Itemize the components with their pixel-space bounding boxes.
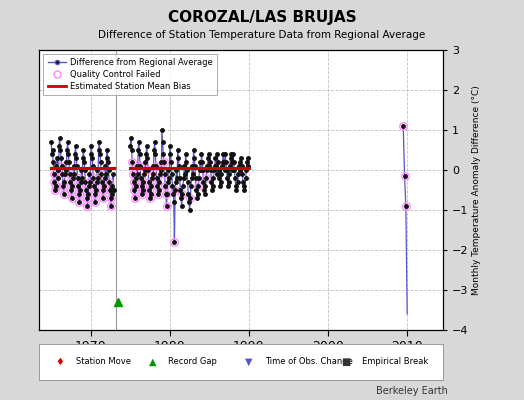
Text: ■: ■ <box>341 357 351 367</box>
Legend: Difference from Regional Average, Quality Control Failed, Estimated Station Mean: Difference from Regional Average, Qualit… <box>43 54 217 95</box>
Y-axis label: Monthly Temperature Anomaly Difference (°C): Monthly Temperature Anomaly Difference (… <box>473 85 482 295</box>
Text: COROZAL/LAS BRUJAS: COROZAL/LAS BRUJAS <box>168 10 356 25</box>
Text: Time of Obs. Change: Time of Obs. Change <box>265 358 353 366</box>
Text: Record Gap: Record Gap <box>168 358 217 366</box>
Text: Empirical Break: Empirical Break <box>362 358 428 366</box>
Text: ♦: ♦ <box>55 357 64 367</box>
Text: Berkeley Earth: Berkeley Earth <box>376 386 448 396</box>
Text: Difference of Station Temperature Data from Regional Average: Difference of Station Temperature Data f… <box>99 30 425 40</box>
Text: Station Move: Station Move <box>75 358 130 366</box>
Text: ▲: ▲ <box>148 357 156 367</box>
Text: ▼: ▼ <box>245 357 253 367</box>
